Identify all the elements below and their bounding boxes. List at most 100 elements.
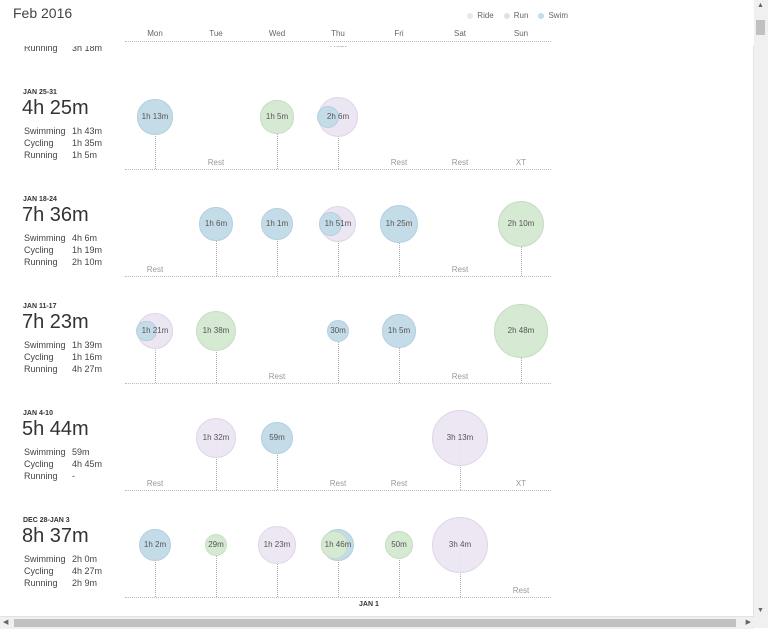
partial-running-label: Running: [24, 43, 58, 53]
workout-bubble-swim[interactable]: [317, 105, 340, 129]
workout-bubble-run[interactable]: [494, 304, 548, 358]
week-block: JAN 25-31 4h 25m Swimming 1h 43m Cycling 1h 3…: [0, 83, 754, 190]
workout-duration-label: 29m: [208, 540, 224, 549]
calendar-header: Feb 2016 Ride Run Swim Mon Tue Wed Thu Fri Sat S…: [0, 0, 754, 46]
workout-stem: [521, 224, 522, 276]
rest-day-label: Rest: [207, 158, 225, 167]
workout-bubble-swim[interactable]: [199, 207, 233, 241]
workout-bubble-swim[interactable]: [382, 314, 416, 348]
workout-bubble-ride[interactable]: [431, 409, 489, 467]
workout-bubble-run[interactable]: [384, 530, 414, 560]
rest-day-label: Rest: [390, 479, 408, 488]
workout-bubble-run[interactable]: [320, 531, 349, 559]
workout-bubble-run[interactable]: [497, 200, 545, 248]
workout-duration-label: 1h 51m: [324, 219, 352, 228]
rest-day-label: Rest: [146, 265, 164, 274]
workout-duration-label: 1h 32m: [202, 433, 230, 442]
workout-bubble-swim[interactable]: [138, 528, 172, 562]
stat-value: 1h 43m: [72, 126, 103, 136]
workout-bubble-swim[interactable]: [318, 212, 342, 236]
workout-stem: [399, 545, 400, 597]
rest-day-label: Rest: [146, 479, 164, 488]
scroll-left-arrow-icon[interactable]: ◀: [3, 619, 9, 626]
week-total: 7h 23m: [22, 311, 89, 333]
workout-duration-label: 1h 13m: [141, 112, 169, 121]
workout-duration-label: 1h 25m: [385, 219, 413, 228]
stat-value: 1h 16m: [72, 352, 103, 362]
week-baseline: [125, 169, 551, 170]
day-header-wed: Wed: [268, 29, 286, 38]
scroll-down-arrow-icon[interactable]: ▼: [757, 607, 764, 614]
stat-value: 4h 27m: [72, 566, 103, 576]
vertical-scrollbar[interactable]: ▲ ▼: [753, 0, 768, 616]
stat-label: Cycling: [24, 459, 54, 469]
stat-value: 1h 19m: [72, 245, 103, 255]
workout-bubble-ride[interactable]: [258, 526, 296, 564]
week-total: 4h 25m: [22, 97, 89, 119]
horizontal-scrollbar[interactable]: ◀ ▶: [0, 616, 754, 629]
workout-duration-label: 1h 5m: [387, 326, 411, 335]
stat-label: Swimming: [24, 233, 66, 243]
month-title: Feb 2016: [13, 5, 73, 21]
stat-value: 2h 9m: [72, 578, 98, 588]
workout-bubble-ride[interactable]: [432, 517, 488, 573]
week-baseline: [125, 383, 551, 384]
workout-stem: [216, 545, 217, 597]
stat-value: 1h 5m: [72, 150, 98, 160]
workout-duration-label: 2h 10m: [507, 219, 535, 228]
workout-duration-label: 30m: [330, 326, 346, 335]
week-range: DEC 28-JAN 3: [23, 517, 70, 524]
week-total: 8h 37m: [22, 525, 89, 547]
workout-stem: [155, 331, 156, 383]
workout-duration-label: 59m: [269, 433, 285, 442]
stat-label: Running: [24, 364, 58, 374]
rest-day-label: Rest: [451, 372, 469, 381]
workout-bubble-run[interactable]: [195, 310, 237, 352]
week-block: JAN 4-10 5h 44m Swimming 59m Cycling 4h 45m Ru…: [0, 404, 754, 511]
horizontal-scroll-thumb[interactable]: [14, 619, 736, 627]
week-baseline: [125, 597, 551, 598]
workout-bubble-swim[interactable]: [137, 99, 173, 135]
stat-value: 1h 35m: [72, 138, 103, 148]
stat-label: Running: [24, 471, 58, 481]
workout-duration-label: 1h 1m: [265, 219, 289, 228]
legend-dot-icon: [538, 12, 545, 19]
week-range: JAN 4-10: [23, 410, 53, 417]
legend-item-swim: Swim: [538, 11, 568, 20]
workout-bubble-swim[interactable]: [260, 207, 293, 240]
legend-item-run: Run: [503, 11, 528, 20]
day-header-sun: Sun: [513, 29, 529, 38]
day-header-fri: Fri: [394, 29, 404, 38]
header-divider: [125, 41, 551, 42]
scroll-up-arrow-icon[interactable]: ▲: [757, 2, 764, 9]
week-footer-date: JAN 1: [359, 601, 379, 608]
workout-bubble-swim[interactable]: [326, 319, 350, 343]
workout-duration-label: 1h 46m: [324, 540, 352, 549]
partial-running-value: 3h 18m: [72, 43, 103, 53]
stat-label: Swimming: [24, 126, 66, 136]
stat-value: 4h 27m: [72, 364, 103, 374]
workout-bubble-ride[interactable]: [196, 418, 236, 458]
workout-bubble-swim[interactable]: [261, 422, 293, 454]
workout-stem: [338, 224, 339, 276]
workout-stem: [338, 545, 339, 597]
week-range: JAN 11-17: [23, 303, 57, 310]
stat-value: 2h 10m: [72, 257, 103, 267]
week-block: JAN 11-17 7h 23m Swimming 1h 39m Cycling 1h 1…: [0, 297, 754, 404]
rest-day-label: Rest: [451, 158, 469, 167]
scroll-right-arrow-icon[interactable]: ▶: [745, 619, 751, 626]
stat-value: 4h 6m: [72, 233, 98, 243]
stat-label: Swimming: [24, 554, 66, 564]
vertical-scroll-thumb[interactable]: [756, 20, 765, 35]
workout-bubble-swim[interactable]: [380, 205, 418, 243]
workout-duration-label: 2h 48m: [507, 326, 535, 335]
stat-label: Swimming: [24, 447, 66, 457]
workout-stem: [216, 438, 217, 490]
rest-day-label: XT: [515, 158, 527, 167]
workout-bubble-swim[interactable]: [136, 320, 157, 342]
workout-bubble-run[interactable]: [260, 100, 294, 134]
legend-item-ride: Ride: [467, 11, 494, 20]
workout-bubble-run[interactable]: [204, 533, 228, 557]
week-range: JAN 25-31: [23, 89, 57, 96]
week-baseline: [125, 490, 551, 491]
